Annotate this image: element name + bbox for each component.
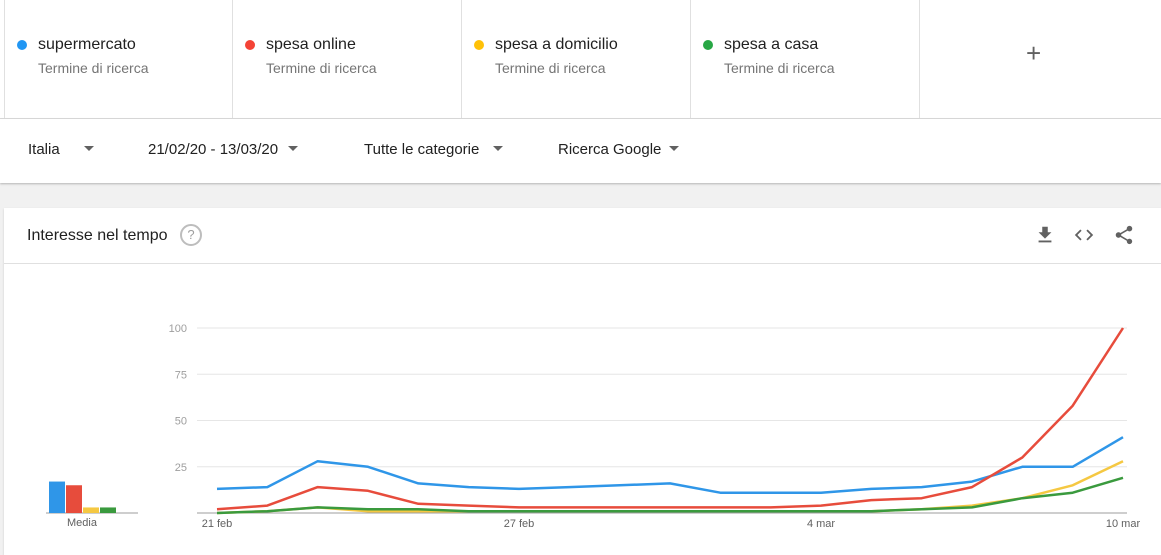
- x-tick-label: 27 feb: [504, 518, 535, 530]
- average-bar-spesa-a-casa: [100, 507, 116, 513]
- plus-icon[interactable]: +: [1026, 38, 1042, 68]
- embed-icon[interactable]: [1073, 224, 1095, 246]
- x-tick-label: 4 mar: [807, 518, 835, 530]
- y-tick-label: 100: [169, 323, 187, 335]
- average-label: Media: [67, 517, 98, 529]
- interest-over-time-card: Interesse nel tempo ? 25 50 75 100 21 feb 27…: [4, 208, 1161, 555]
- card-title: Interesse nel tempo: [27, 227, 168, 244]
- caret-down-icon: [493, 145, 504, 151]
- term-card-supermercato[interactable]: supermercato Termine di ricerca: [4, 0, 233, 118]
- term-name[interactable]: spesa a casa: [724, 36, 819, 53]
- term-card-spesa-a-casa[interactable]: spesa a casa Termine di ricerca: [691, 0, 920, 118]
- series-color-dot: [17, 40, 27, 50]
- series-color-dot: [474, 40, 484, 50]
- search-type-dropdown[interactable]: Ricerca Google: [558, 141, 680, 158]
- term-name[interactable]: supermercato: [38, 36, 136, 53]
- date-range-label: 21/02/20 - 13/03/20: [148, 141, 279, 158]
- x-tick-label: 10 mar: [1106, 518, 1141, 530]
- term-name[interactable]: spesa online: [266, 36, 356, 53]
- line-chart: 25 50 75 100 21 feb 27 feb 4 mar 10 mar Media: [46, 323, 1141, 530]
- download-icon[interactable]: [1034, 224, 1056, 246]
- category-label: Tutte le categorie: [364, 141, 480, 158]
- share-icon[interactable]: [1113, 224, 1135, 246]
- term-type: Termine di ricerca: [724, 60, 835, 76]
- search-terms-bar: supermercato Termine di ricerca spesa on…: [0, 0, 1161, 119]
- average-bars: [46, 481, 138, 514]
- search-type-label: Ricerca Google: [558, 141, 662, 158]
- y-tick-label: 50: [175, 416, 187, 428]
- add-comparison-button[interactable]: +: [920, 0, 1161, 118]
- series-color-dot: [703, 40, 713, 50]
- series-line-supermercato[interactable]: [216, 436, 1124, 494]
- average-bar-supermercato: [49, 481, 65, 513]
- country-label: Italia: [28, 141, 60, 158]
- x-tick-labels: 21 feb 27 feb 4 mar 10 mar: [202, 518, 1141, 530]
- caret-down-icon: [83, 145, 94, 151]
- caret-down-icon: [288, 145, 299, 151]
- average-bar-spesa-a-domicilio: [83, 507, 99, 513]
- y-tick-label: 25: [175, 462, 187, 474]
- grid: [197, 327, 1127, 514]
- question-icon[interactable]: ?: [180, 224, 202, 246]
- term-type: Termine di ricerca: [495, 60, 606, 76]
- date-range-dropdown[interactable]: 21/02/20 - 13/03/20: [148, 141, 299, 158]
- series-lines[interactable]: [216, 327, 1125, 515]
- term-type: Termine di ricerca: [38, 60, 149, 76]
- series-color-dot: [245, 40, 255, 50]
- average-bar-spesa-online: [66, 485, 82, 513]
- category-dropdown[interactable]: Tutte le categorie: [364, 141, 504, 158]
- caret-down-icon: [669, 145, 680, 151]
- country-dropdown[interactable]: Italia: [28, 141, 94, 158]
- term-name[interactable]: spesa a domicilio: [495, 36, 618, 53]
- series-line-spesa-a-casa[interactable]: [216, 476, 1124, 515]
- card-header: Interesse nel tempo ?: [4, 208, 1161, 264]
- term-type: Termine di ricerca: [266, 60, 377, 76]
- term-card-spesa-online[interactable]: spesa online Termine di ricerca: [233, 0, 462, 118]
- y-tick-label: 75: [175, 369, 187, 381]
- term-card-spesa-a-domicilio[interactable]: spesa a domicilio Termine di ricerca: [462, 0, 691, 118]
- x-tick-label: 21 feb: [202, 518, 233, 530]
- series-line-spesa-online[interactable]: [216, 327, 1125, 511]
- filter-bar: Italia 21/02/20 - 13/03/20 Tutte le cate…: [0, 119, 1161, 183]
- y-tick-labels: 25 50 75 100: [169, 323, 187, 474]
